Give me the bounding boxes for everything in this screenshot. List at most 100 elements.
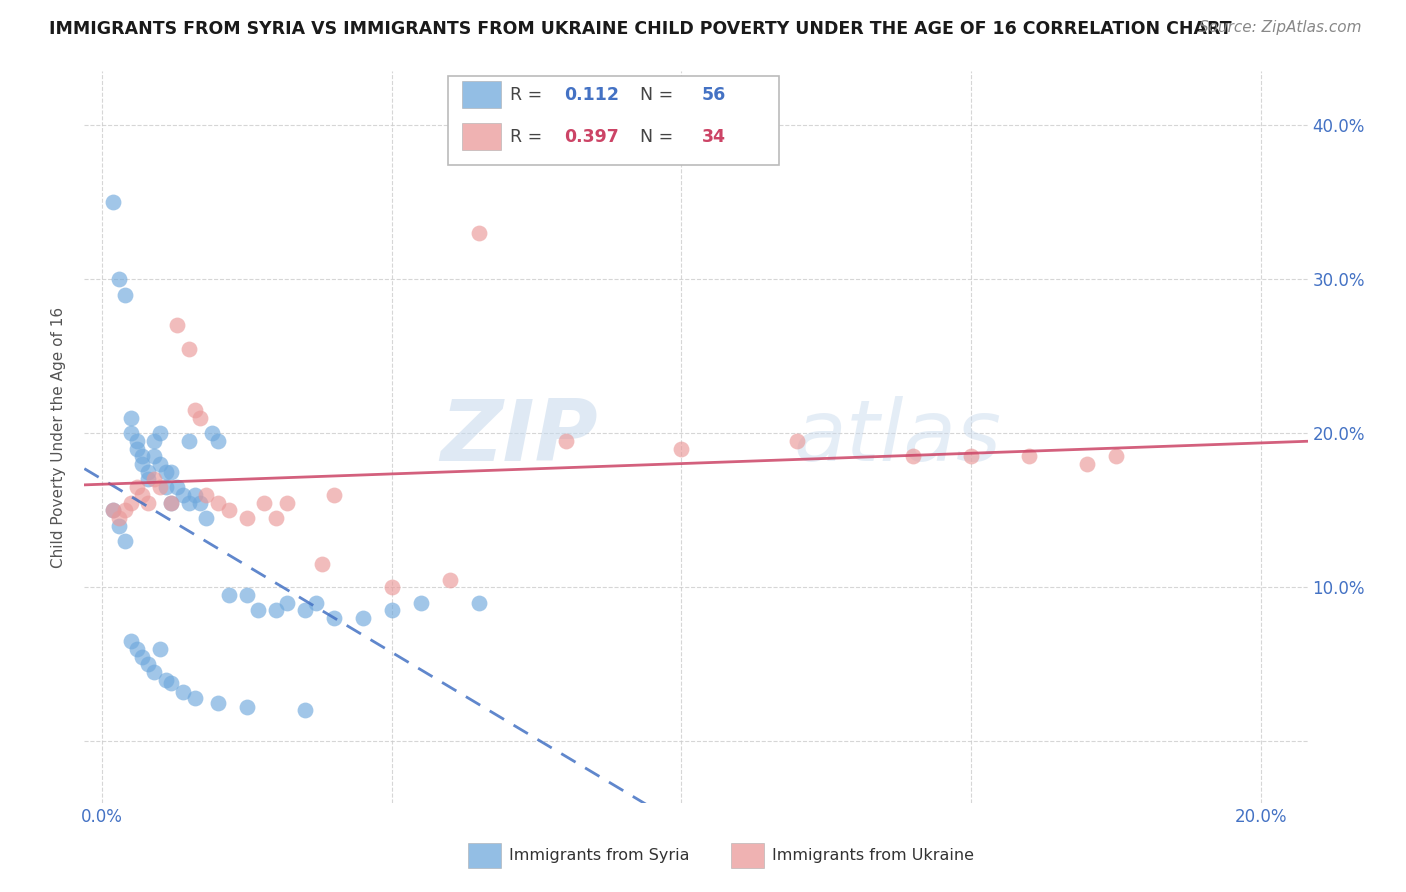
Point [188,495,211,509]
Point [120,426,142,441]
FancyBboxPatch shape [463,123,502,151]
Point [903,450,925,464]
Point [276,596,298,610]
Point [554,434,576,448]
Point [183,403,205,417]
Point [183,488,205,502]
Point [264,603,287,617]
FancyBboxPatch shape [731,843,765,868]
Point [136,495,159,509]
Point [125,641,148,656]
Point [131,450,153,464]
Point [207,495,229,509]
Point [235,511,257,525]
Point [166,318,188,333]
Point [439,573,461,587]
Point [120,634,142,648]
Point [160,495,183,509]
Point [172,685,194,699]
Point [149,641,172,656]
Point [294,603,316,617]
FancyBboxPatch shape [447,77,779,165]
Point [322,611,344,625]
Point [960,450,983,464]
Text: IMMIGRANTS FROM SYRIA VS IMMIGRANTS FROM UKRAINE CHILD POVERTY UNDER THE AGE OF : IMMIGRANTS FROM SYRIA VS IMMIGRANTS FROM… [49,20,1232,37]
Point [311,557,333,571]
Point [207,696,229,710]
Point [103,195,125,210]
Point [114,503,136,517]
Text: Source: ZipAtlas.com: Source: ZipAtlas.com [1198,20,1361,35]
Text: atlas: atlas [794,395,1002,479]
Point [1076,457,1098,471]
Point [125,442,148,456]
Text: 34: 34 [702,128,725,145]
Point [1105,450,1128,464]
Text: N =: N = [628,86,679,103]
Point [120,410,142,425]
Point [218,588,240,602]
Point [131,649,153,664]
Point [207,434,229,448]
Point [131,488,153,502]
Point [160,495,183,509]
Point [131,457,153,471]
Point [381,603,404,617]
Point [177,342,200,356]
Point [125,480,148,494]
Point [671,442,693,456]
FancyBboxPatch shape [468,843,502,868]
Point [103,503,125,517]
Point [247,603,270,617]
Point [142,450,165,464]
Point [235,700,257,714]
Point [381,580,404,594]
Point [276,495,298,509]
Text: R =: R = [510,128,548,145]
Text: 0.112: 0.112 [564,86,619,103]
Point [142,665,165,679]
Point [218,503,240,517]
FancyBboxPatch shape [463,81,502,108]
Point [177,434,200,448]
Point [142,472,165,486]
Point [108,511,131,525]
Point [235,588,257,602]
Point [136,472,159,486]
Point [264,511,287,525]
Point [183,691,205,706]
Text: 0.397: 0.397 [564,128,619,145]
Point [195,511,218,525]
Point [155,480,177,494]
Point [352,611,374,625]
Point [142,434,165,448]
Point [125,434,148,448]
Point [253,495,276,509]
Point [786,434,808,448]
Point [467,596,489,610]
Point [201,426,224,441]
Point [188,410,211,425]
Point [108,272,131,286]
Text: Immigrants from Ukraine: Immigrants from Ukraine [772,848,974,863]
Point [467,226,489,240]
Point [114,287,136,301]
Y-axis label: Child Poverty Under the Age of 16: Child Poverty Under the Age of 16 [51,307,66,567]
Point [172,488,194,502]
Point [155,673,177,687]
Text: Immigrants from Syria: Immigrants from Syria [509,848,689,863]
Point [409,596,432,610]
Point [149,457,172,471]
Point [177,495,200,509]
Point [195,488,218,502]
Point [114,534,136,549]
Point [155,465,177,479]
Point [322,488,344,502]
Point [103,503,125,517]
Point [149,426,172,441]
Point [305,596,328,610]
Text: R =: R = [510,86,548,103]
Point [149,480,172,494]
Text: ZIP: ZIP [440,395,598,479]
Point [294,703,316,717]
